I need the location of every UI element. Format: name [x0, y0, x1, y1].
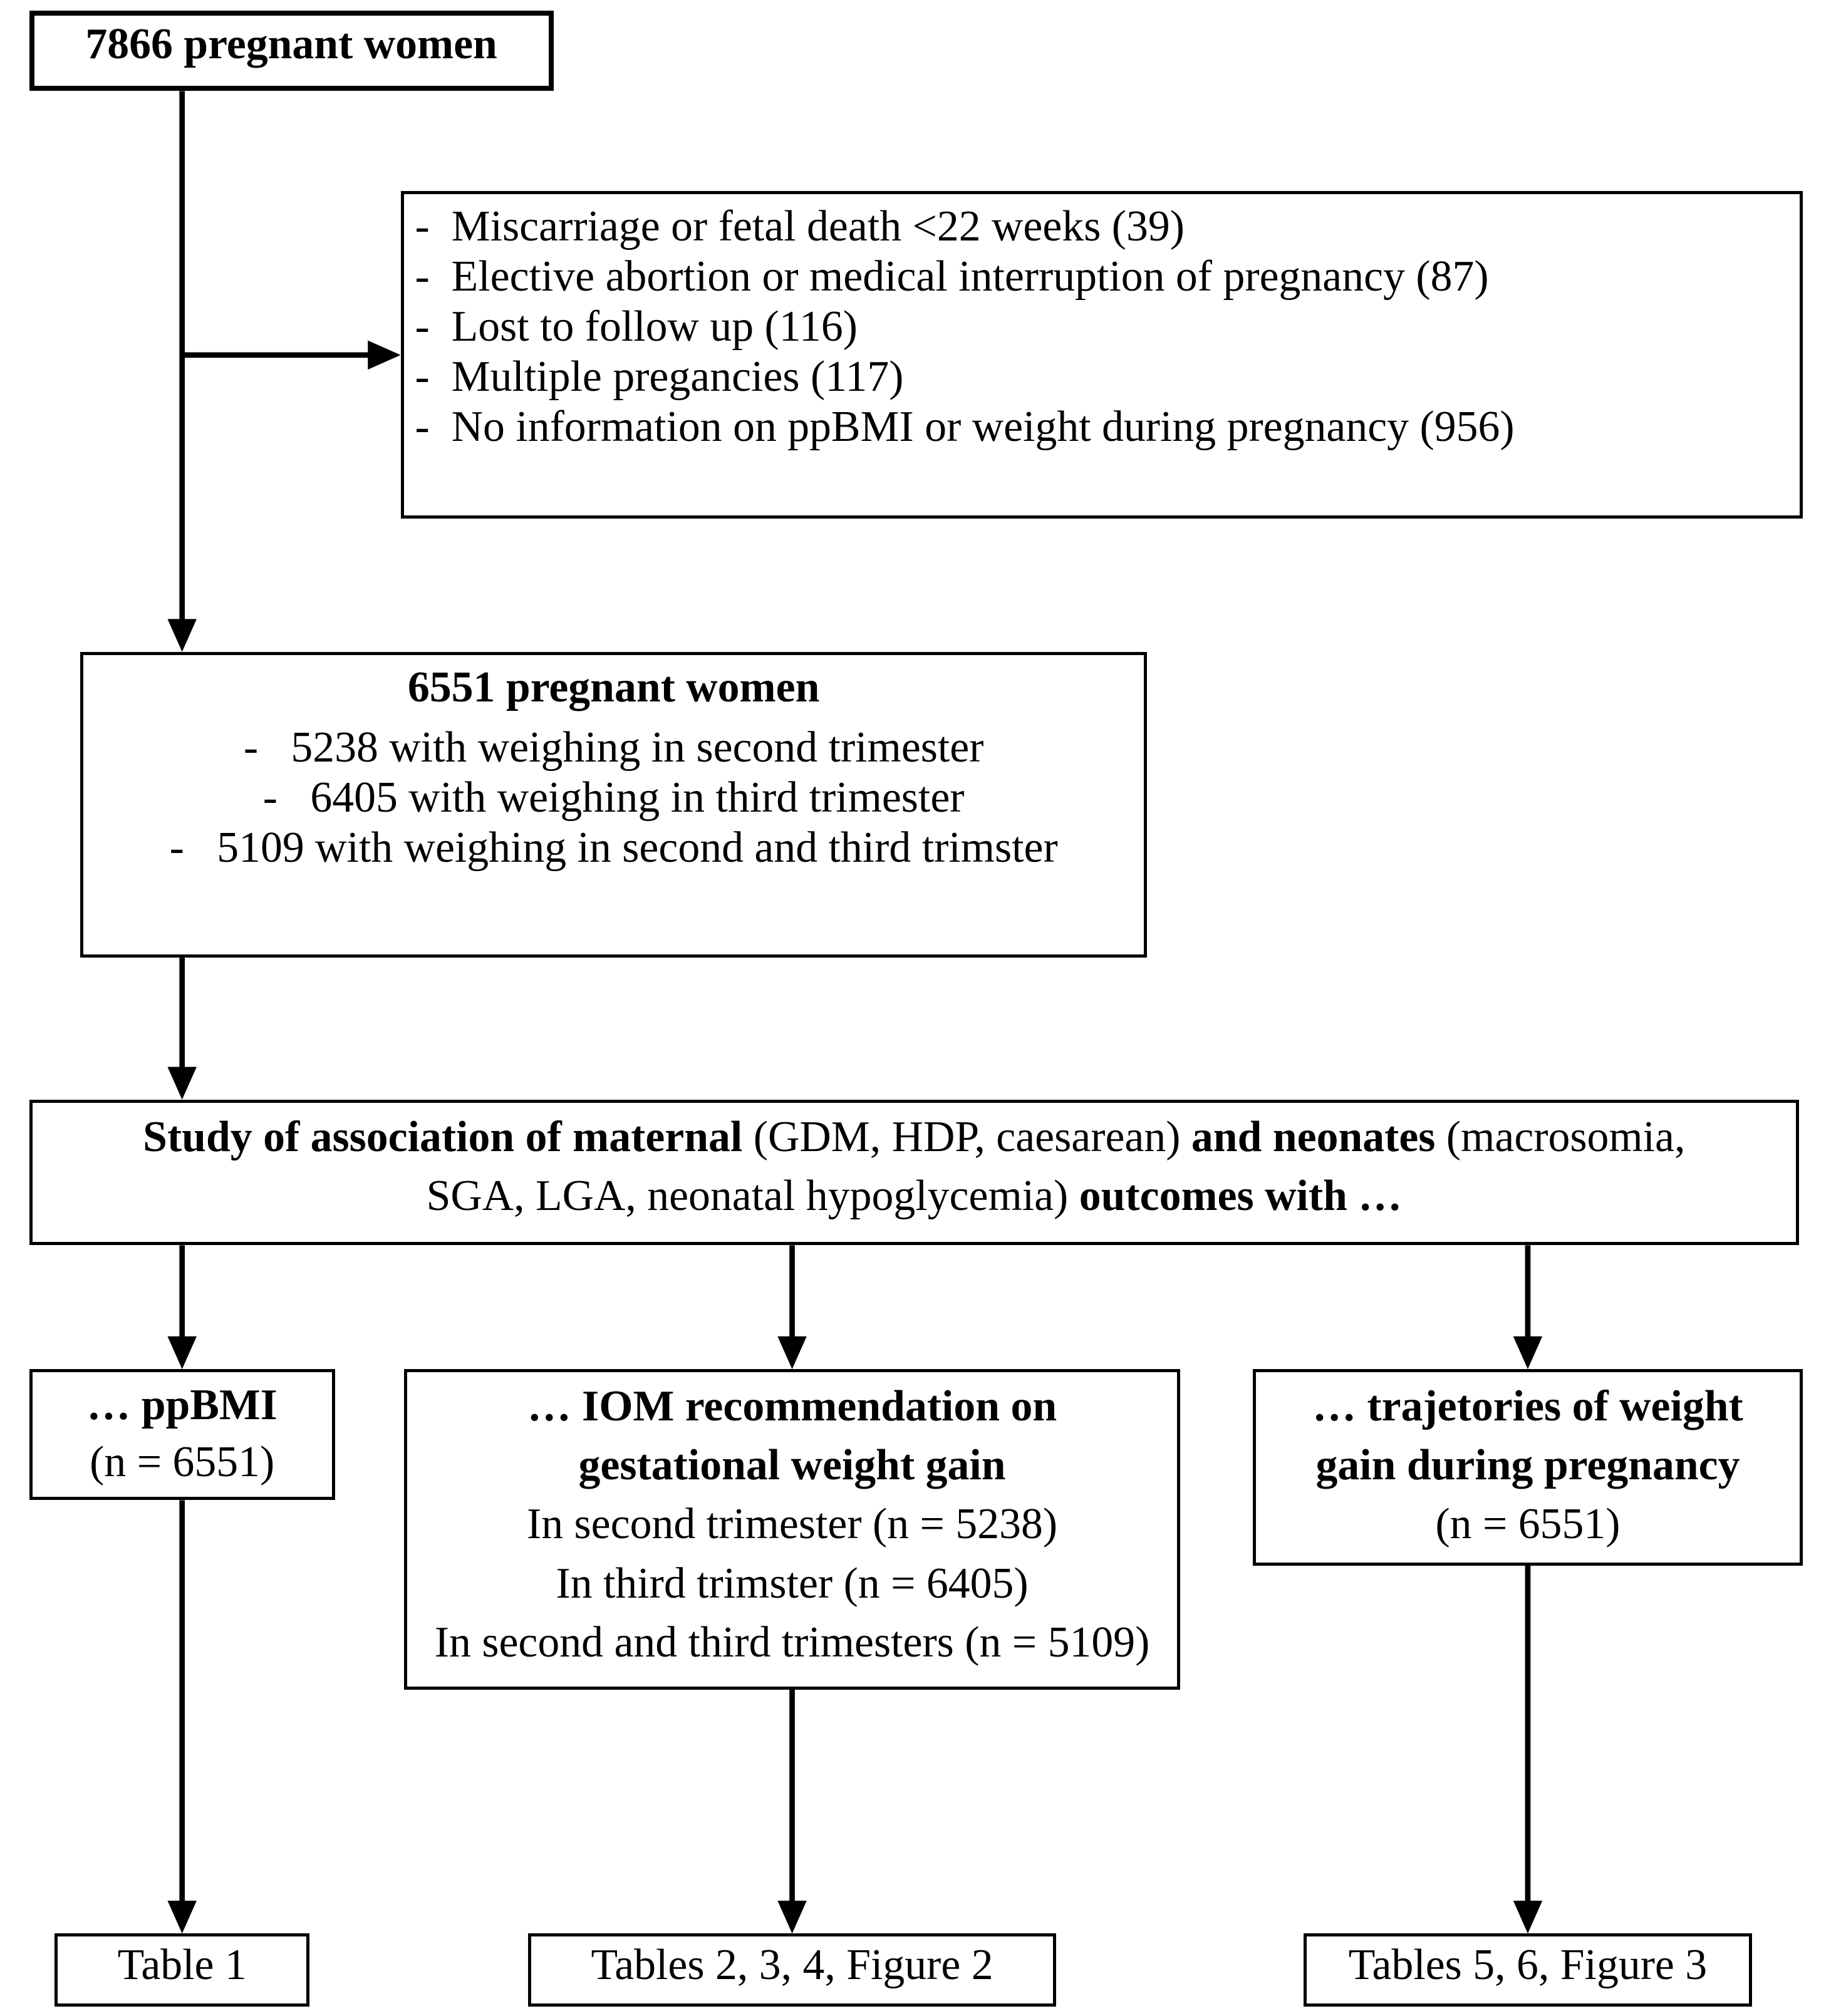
iom-title2: gestational weight gain — [579, 1441, 1006, 1489]
study-l1a: Study of association of maternal — [143, 1113, 754, 1161]
iom-line: In second trimester (n = 5238) — [413, 1495, 1170, 1554]
exclusion-item: Miscarriage or fetal death <22 weeks (39… — [415, 202, 1788, 252]
cohort-item: 5238 with weighing in second trimester — [95, 723, 1133, 773]
node-cohort: 6551 pregnant women 5238 with weighing i… — [80, 652, 1148, 958]
node-output-tables234: Tables 2, 3, 4, Figure 2 — [528, 1933, 1056, 2006]
exclusions-list: Miscarriage or fetal death <22 weeks (39… — [415, 202, 1788, 452]
traj-title2: gain during pregnancy — [1315, 1441, 1740, 1489]
flowchart-stage: 7866 pregnant women Miscarriage or fetal… — [0, 0, 1841, 2015]
node-trajectories: … trajetories of weight gain during preg… — [1253, 1369, 1803, 1566]
study-l1d: (macrosomia, — [1446, 1113, 1686, 1161]
study-line1: Study of association of maternal (GDM, H… — [40, 1108, 1789, 1167]
node-exclusions: Miscarriage or fetal death <22 weeks (39… — [401, 191, 1803, 519]
out2-label: Tables 2, 3, 4, Figure 2 — [591, 1941, 993, 1989]
exclusion-item: No information on ppBMI or weight during… — [415, 402, 1788, 452]
out3-label: Tables 5, 6, Figure 3 — [1349, 1941, 1707, 1989]
iom-line: In third trimster (n = 6405) — [413, 1554, 1170, 1613]
exclusion-item: Lost to follow up (116) — [415, 302, 1788, 352]
traj-sub: (n = 6551) — [1435, 1500, 1620, 1548]
cohort-item: 6405 with weighing in third trimester — [95, 773, 1133, 823]
node-start: 7866 pregnant women — [29, 11, 554, 91]
ppbmi-sub: (n = 6551) — [90, 1438, 274, 1486]
node-output-table1: Table 1 — [54, 1933, 309, 2006]
ppbmi-title: … ppBMI — [87, 1381, 277, 1429]
cohort-list: 5238 with weighing in second trimester64… — [95, 723, 1133, 873]
iom-lines: In second trimester (n = 5238)In third t… — [413, 1495, 1170, 1672]
cohort-item: 5109 with weighing in second and third t… — [95, 823, 1133, 873]
node-output-tables56: Tables 5, 6, Figure 3 — [1304, 1933, 1751, 2006]
exclusion-item: Multiple pregancies (117) — [415, 352, 1788, 402]
iom-line: In second and third trimesters (n = 5109… — [413, 1613, 1170, 1672]
study-l1b: (GDM, HDP, caesarean) — [754, 1113, 1181, 1161]
iom-title1: … IOM recommendation on — [527, 1382, 1057, 1430]
study-l2b: outcomes with … — [1068, 1172, 1402, 1220]
node-ppbmi: … ppBMI (n = 6551) — [29, 1369, 335, 1500]
study-l2a: SGA, LGA, neonatal hypoglycemia) — [427, 1172, 1069, 1220]
out1-label: Table 1 — [118, 1941, 247, 1989]
cohort-title: 6551 pregnant women — [408, 663, 819, 711]
traj-title1: … trajetories of weight — [1312, 1382, 1743, 1430]
study-l1c: and neonates — [1180, 1113, 1446, 1161]
node-iom: … IOM recommendation on gestational weig… — [404, 1369, 1180, 1690]
node-study: Study of association of maternal (GDM, H… — [29, 1100, 1800, 1246]
study-line2: SGA, LGA, neonatal hypoglycemia) outcome… — [40, 1167, 1789, 1226]
exclusion-item: Elective abortion or medical interruptio… — [415, 252, 1788, 302]
start-title: 7866 pregnant women — [85, 20, 497, 68]
